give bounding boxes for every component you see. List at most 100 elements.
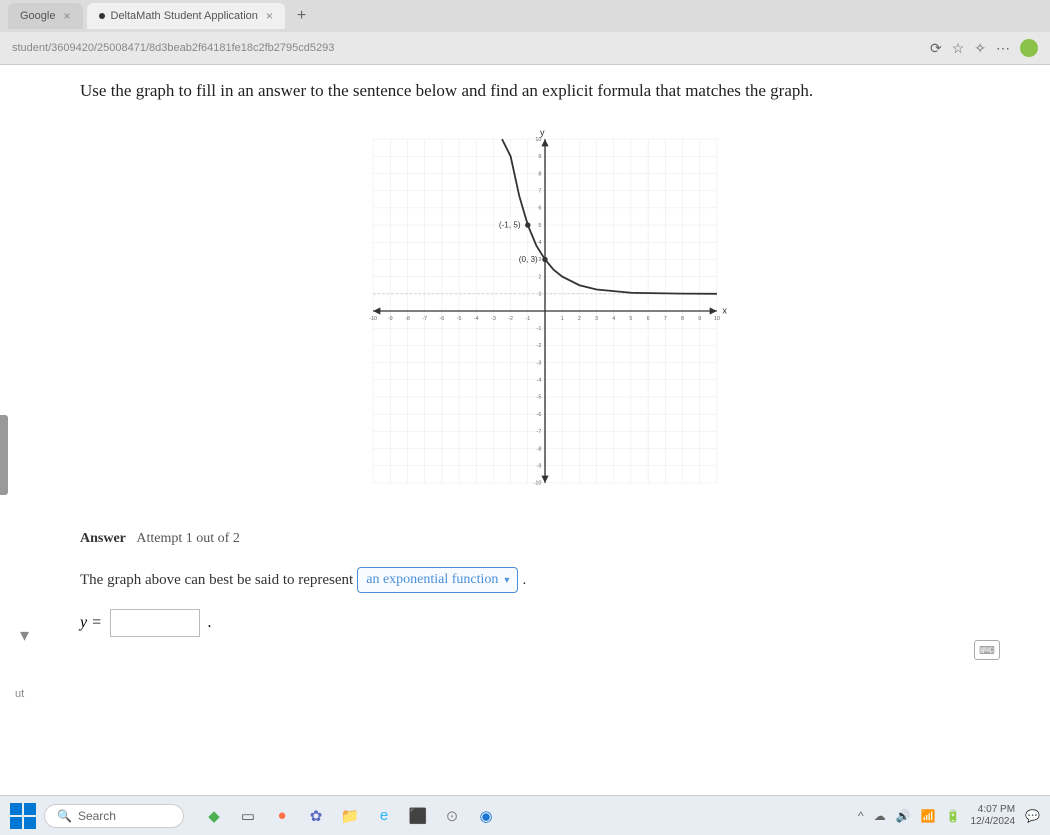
svg-text:-5: -5 <box>457 316 462 322</box>
formula-input[interactable] <box>110 609 200 637</box>
app-dell-icon[interactable]: ⊙ <box>438 802 466 830</box>
svg-text:-2: -2 <box>508 316 513 322</box>
tab-label: DeltaMath Student Application <box>111 10 258 22</box>
graph-svg: -10 -9 -8 -7 -6 -5 -4 -3 -2 -1 1 2 3 4 5 6 7 8 9 10 -10 -9 -8 -… <box>355 121 735 501</box>
dropdown-caret-icon[interactable]: ▾ <box>20 625 29 646</box>
new-tab-button[interactable]: + <box>289 7 314 25</box>
svg-text:5: 5 <box>538 223 541 229</box>
speaker-icon[interactable]: 🔊 <box>896 809 911 823</box>
clock[interactable]: 4:07 PM 12/4/2024 <box>971 804 1016 828</box>
reload-icon[interactable]: ⟳ <box>930 40 942 57</box>
svg-text:1: 1 <box>538 292 541 298</box>
tab-deltamath[interactable]: DeltaMath Student Application × <box>87 3 285 29</box>
formula-label: y = <box>80 614 102 632</box>
instruction-text: Use the graph to fill in an answer to th… <box>80 81 1010 101</box>
svg-text:y: y <box>540 127 545 137</box>
svg-text:-9: -9 <box>537 464 542 470</box>
start-button[interactable] <box>10 803 36 829</box>
svg-text:4: 4 <box>612 316 615 322</box>
close-icon[interactable]: × <box>63 9 70 23</box>
tray-chevron-icon[interactable]: ^ <box>858 809 864 823</box>
app-files-icon[interactable]: 📁 <box>336 802 364 830</box>
svg-text:9: 9 <box>698 316 701 322</box>
svg-text:-10: -10 <box>369 316 377 322</box>
svg-text:-2: -2 <box>537 343 542 349</box>
formula-row: y = . <box>80 609 1010 637</box>
svg-text:10: 10 <box>535 137 541 143</box>
function-type-dropdown[interactable]: an exponential function ▾ <box>357 567 518 593</box>
sentence-suffix: . <box>522 572 526 589</box>
svg-text:-9: -9 <box>388 316 393 322</box>
app-copilot-icon[interactable]: ◆ <box>200 802 228 830</box>
answer-bold: Answer <box>80 531 126 546</box>
dropdown-value: an exponential function <box>366 572 498 588</box>
notification-icon[interactable]: 💬 <box>1025 809 1040 823</box>
app-teams-icon[interactable]: ✿ <box>302 802 330 830</box>
url-text[interactable]: student/3609420/25008471/8d3beab2f64181f… <box>12 42 930 54</box>
answer-section: Answer Attempt 1 out of 2 ⌨ The graph ab… <box>80 531 1010 637</box>
chevron-down-icon: ▾ <box>504 575 509 586</box>
svg-text:-6: -6 <box>439 316 444 322</box>
svg-text:7: 7 <box>664 316 667 322</box>
taskbar-search[interactable]: 🔍 Search <box>44 804 184 828</box>
svg-text:(-1, 5): (-1, 5) <box>499 221 521 230</box>
svg-text:-8: -8 <box>405 316 410 322</box>
svg-text:-7: -7 <box>422 316 427 322</box>
svg-text:2: 2 <box>538 274 541 280</box>
svg-text:-3: -3 <box>491 316 496 322</box>
answer-header: Answer Attempt 1 out of 2 <box>80 531 1010 547</box>
tab-bar: Google × DeltaMath Student Application ×… <box>0 0 1050 32</box>
more-icon[interactable]: ⋯ <box>996 40 1010 57</box>
browser-actions: ⟳ ☆ ✧ ⋯ <box>930 39 1038 57</box>
svg-text:6: 6 <box>647 316 650 322</box>
side-label: ut <box>15 688 24 700</box>
browser-chrome: Google × DeltaMath Student Application ×… <box>0 0 1050 65</box>
system-tray: ^ ☁ 🔊 📶 🔋 4:07 PM 12/4/2024 💬 <box>858 804 1040 828</box>
svg-text:-1: -1 <box>537 326 542 332</box>
tab-google[interactable]: Google × <box>8 3 83 29</box>
svg-text:4: 4 <box>538 240 541 246</box>
svg-text:-5: -5 <box>537 395 542 401</box>
taskbar-left: 🔍 Search ◆▭●✿📁e⬛⊙◉ <box>10 802 858 830</box>
time-text: 4:07 PM <box>971 804 1016 816</box>
app-task-view-icon[interactable]: ▭ <box>234 802 262 830</box>
svg-text:8: 8 <box>681 316 684 322</box>
app-app9-icon[interactable]: ◉ <box>472 802 500 830</box>
app-browser-icon[interactable]: ● <box>268 802 296 830</box>
svg-text:-7: -7 <box>537 429 542 435</box>
formula-period: . <box>208 614 212 632</box>
attempt-text: Attempt 1 out of 2 <box>136 531 239 546</box>
onedrive-icon[interactable]: ☁ <box>874 809 886 823</box>
svg-text:9: 9 <box>538 154 541 160</box>
taskbar: 🔍 Search ◆▭●✿📁e⬛⊙◉ ^ ☁ 🔊 📶 🔋 4:07 PM 12/… <box>0 795 1050 835</box>
answer-sentence: The graph above can best be said to repr… <box>80 567 1010 593</box>
app-store-icon[interactable]: ⬛ <box>404 802 432 830</box>
search-placeholder: Search <box>78 809 116 823</box>
svg-text:-10: -10 <box>534 481 542 487</box>
taskbar-apps: ◆▭●✿📁e⬛⊙◉ <box>200 802 500 830</box>
star-icon[interactable]: ☆ <box>952 40 965 57</box>
profile-icon[interactable] <box>1020 39 1038 57</box>
address-bar: student/3609420/25008471/8d3beab2f64181f… <box>0 32 1050 64</box>
date-text: 12/4/2024 <box>971 816 1016 828</box>
keyboard-icon[interactable]: ⌨ <box>974 640 1000 660</box>
svg-text:7: 7 <box>538 188 541 194</box>
svg-text:10: 10 <box>714 316 720 322</box>
svg-text:2: 2 <box>578 316 581 322</box>
svg-text:x: x <box>722 306 727 316</box>
svg-text:3: 3 <box>595 316 598 322</box>
battery-icon[interactable]: 🔋 <box>946 809 961 823</box>
svg-text:-4: -4 <box>474 316 479 322</box>
extension-icon[interactable]: ✧ <box>974 40 986 57</box>
scrollbar-left[interactable] <box>0 415 8 495</box>
wifi-icon[interactable]: 📶 <box>921 809 936 823</box>
close-icon[interactable]: × <box>266 9 273 23</box>
svg-text:-6: -6 <box>537 412 542 418</box>
tab-label: Google <box>20 10 55 22</box>
svg-text:3: 3 <box>538 257 541 263</box>
svg-text:-8: -8 <box>537 446 542 452</box>
app-edge-icon[interactable]: e <box>370 802 398 830</box>
chart-container: -10 -9 -8 -7 -6 -5 -4 -3 -2 -1 1 2 3 4 5 6 7 8 9 10 -10 -9 -8 -… <box>80 121 1010 501</box>
svg-text:-4: -4 <box>537 378 542 384</box>
search-icon: 🔍 <box>57 809 72 823</box>
